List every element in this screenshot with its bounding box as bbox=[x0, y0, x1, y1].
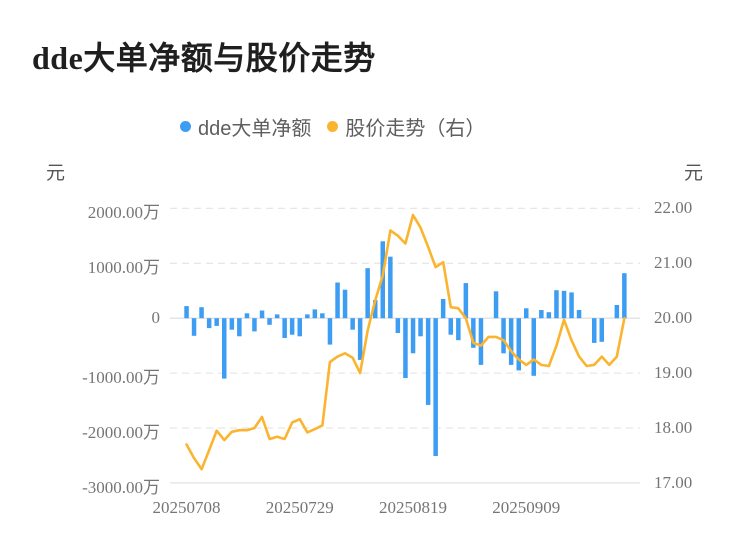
right-axis-tick: 17.00 bbox=[654, 472, 693, 492]
x-axis-tick: 20250729 bbox=[265, 498, 334, 517]
right-axis-tick: 19.00 bbox=[654, 363, 693, 383]
x-axis-tick: 20250708 bbox=[152, 498, 221, 517]
legend: dde大单净额 股价走势（右） bbox=[180, 112, 485, 141]
legend-dot-icon bbox=[327, 121, 339, 132]
right-axis-tick: 22.00 bbox=[654, 198, 693, 218]
legend-label: 股价走势（右） bbox=[345, 118, 486, 140]
legend-label: dde大单净额 bbox=[198, 118, 312, 140]
right-axis-tick: 21.00 bbox=[654, 253, 693, 273]
left-axis-unit: 元 bbox=[46, 163, 66, 184]
legend-item-price-trend[interactable]: 股价走势（右） bbox=[327, 112, 485, 141]
legend-dot-icon bbox=[180, 121, 191, 132]
legend-item-dde-net[interactable]: dde大单净额 bbox=[180, 112, 311, 141]
x-axis-tick: 20250819 bbox=[379, 498, 447, 517]
right-axis-tick: 20.00 bbox=[654, 308, 693, 328]
x-axis-tick: 20250909 bbox=[492, 498, 561, 517]
right-axis-unit: 元 bbox=[684, 163, 704, 184]
left-axis-tick: 0 bbox=[151, 308, 161, 328]
right-axis-tick: 18.00 bbox=[654, 418, 693, 437]
left-axis-tick: -2000.00万 bbox=[82, 423, 160, 442]
left-axis-tick: -1000.00万 bbox=[82, 368, 160, 388]
left-axis-tick: 2000.00万 bbox=[87, 203, 160, 223]
page-title: dde大单净额与股价走势 bbox=[32, 40, 376, 76]
left-axis-tick: 1000.00万 bbox=[87, 258, 160, 278]
left-axis-tick: -3000.00万 bbox=[82, 477, 160, 497]
